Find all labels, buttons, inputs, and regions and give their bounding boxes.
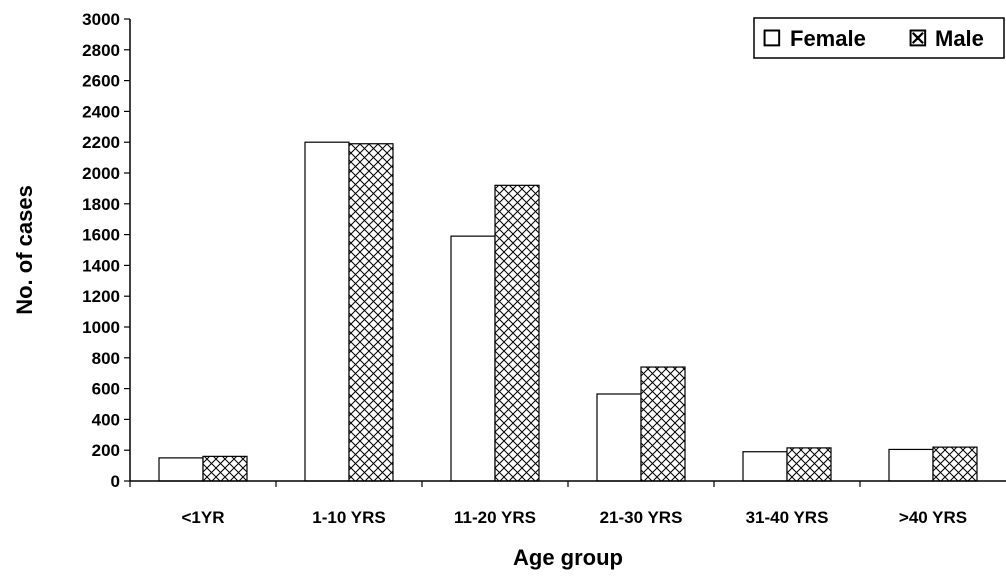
bar-female <box>450 235 496 482</box>
y-tick-label: 400 <box>92 410 120 429</box>
y-tick-label: 1600 <box>82 226 120 245</box>
bar-male <box>202 455 248 482</box>
x-tick-label: 21-30 YRS <box>600 508 683 527</box>
bar-male <box>494 184 540 482</box>
y-tick-label: 1800 <box>82 195 120 214</box>
y-tick-label: 1400 <box>82 256 120 275</box>
y-tick-label: 600 <box>92 380 120 399</box>
y-tick-label: 2000 <box>82 164 120 183</box>
bar-male <box>348 143 394 482</box>
x-tick-label: 1-10 YRS <box>312 508 385 527</box>
y-tick-label: 200 <box>92 441 120 460</box>
legend-female-label: Female <box>790 26 866 51</box>
x-tick-label: <1YR <box>182 508 225 527</box>
bars <box>158 141 978 482</box>
x-tick-label: 11-20 YRS <box>454 508 536 527</box>
legend: ☐ Female ☒ Male <box>753 17 1005 59</box>
legend-male-glyph: ☒ <box>908 26 928 51</box>
y-tick-label: 800 <box>92 349 120 368</box>
legend-box <box>753 17 1005 59</box>
y-tick-label: 1200 <box>82 287 120 306</box>
x-tick-label: 31-40 YRS <box>746 508 829 527</box>
legend-male-label: Male <box>935 26 984 51</box>
bar-male <box>640 366 686 482</box>
y-tick-label: 2400 <box>82 102 120 121</box>
bar-female <box>158 457 204 482</box>
x-axis-tick-labels: <1YR 1-10 YRS 11-20 YRS 21-30 YRS 31-40 YRS >… <box>129 481 967 527</box>
x-axis-title: Age group <box>513 545 623 570</box>
legend-female-glyph: ☐ <box>762 26 782 51</box>
bar-female <box>888 448 934 482</box>
y-axis-title: No. of cases <box>12 185 37 315</box>
x-tick-label: >40 YRS <box>899 508 967 527</box>
y-tick-label: 2200 <box>82 133 120 152</box>
bar-male <box>786 447 832 482</box>
bar-female <box>304 141 350 482</box>
bar-female <box>742 451 788 482</box>
y-tick-label: 1000 <box>82 318 120 337</box>
y-tick-label: 3000 <box>82 10 120 29</box>
bar-female <box>596 393 642 482</box>
y-axis-ticks: 0 200 400 600 800 1000 1200 1400 1600 1800 2000 220… <box>82 10 130 491</box>
y-tick-label: 2600 <box>82 72 120 91</box>
y-tick-label: 2800 <box>82 41 120 60</box>
bar-male <box>932 446 978 482</box>
y-tick-label: 0 <box>111 472 120 491</box>
